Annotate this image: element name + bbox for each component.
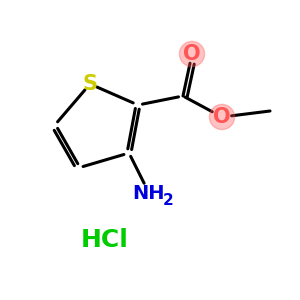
Text: 2: 2	[163, 193, 174, 208]
Circle shape	[209, 104, 235, 130]
Circle shape	[179, 41, 205, 67]
Text: S: S	[82, 74, 98, 94]
Text: NH: NH	[132, 184, 165, 203]
Text: O: O	[213, 107, 231, 127]
Text: O: O	[183, 44, 201, 64]
Text: HCl: HCl	[81, 228, 129, 252]
